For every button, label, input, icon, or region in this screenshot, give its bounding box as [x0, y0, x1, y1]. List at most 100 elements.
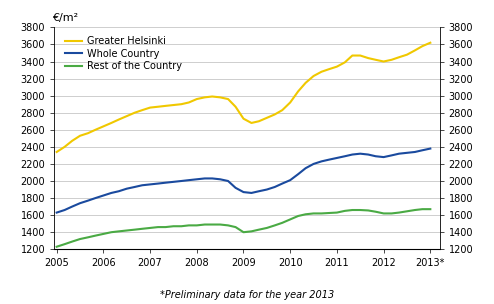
- Rest of the Country: [155, 225, 161, 229]
- Rest of the Country: [92, 234, 98, 237]
- Whole Country: [62, 208, 68, 212]
- Whole Country: [389, 154, 395, 157]
- Rest of the Country: [372, 210, 378, 213]
- Whole Country: [139, 183, 145, 187]
- Whole Country: [217, 178, 223, 181]
- Greater Helsinki: [116, 118, 122, 121]
- Whole Country: [124, 187, 130, 191]
- Line: Greater Helsinki: Greater Helsinki: [57, 43, 430, 152]
- Greater Helsinki: [209, 95, 215, 98]
- Greater Helsinki: [334, 65, 340, 68]
- Rest of the Country: [217, 223, 223, 226]
- Whole Country: [381, 155, 387, 159]
- Rest of the Country: [170, 224, 176, 228]
- Greater Helsinki: [217, 95, 223, 99]
- Rest of the Country: [241, 230, 247, 234]
- Whole Country: [342, 154, 348, 158]
- Rest of the Country: [342, 209, 348, 213]
- Greater Helsinki: [419, 44, 425, 48]
- Whole Country: [264, 188, 270, 191]
- Greater Helsinki: [225, 97, 231, 101]
- Rest of the Country: [404, 209, 410, 213]
- Whole Country: [147, 183, 153, 186]
- Whole Country: [85, 199, 91, 202]
- Rest of the Country: [295, 214, 301, 218]
- Greater Helsinki: [178, 102, 184, 106]
- Greater Helsinki: [404, 53, 410, 57]
- Rest of the Country: [116, 230, 122, 233]
- Whole Country: [155, 182, 161, 185]
- Greater Helsinki: [342, 60, 348, 64]
- Greater Helsinki: [396, 55, 402, 59]
- Rest of the Country: [326, 211, 332, 215]
- Whole Country: [116, 189, 122, 193]
- Rest of the Country: [396, 211, 402, 214]
- Whole Country: [194, 178, 200, 181]
- Whole Country: [349, 153, 355, 156]
- Greater Helsinki: [124, 114, 130, 118]
- Greater Helsinki: [155, 105, 161, 109]
- Whole Country: [248, 191, 254, 195]
- Greater Helsinki: [233, 105, 239, 109]
- Rest of the Country: [54, 245, 60, 249]
- Rest of the Country: [287, 218, 293, 221]
- Rest of the Country: [357, 208, 363, 212]
- Greater Helsinki: [427, 41, 433, 45]
- Rest of the Country: [412, 208, 418, 212]
- Rest of the Country: [349, 208, 355, 212]
- Greater Helsinki: [241, 117, 247, 120]
- Rest of the Country: [209, 223, 215, 226]
- Rest of the Country: [248, 230, 254, 233]
- Whole Country: [279, 182, 285, 185]
- Rest of the Country: [279, 221, 285, 225]
- Rest of the Country: [124, 229, 130, 232]
- Rest of the Country: [163, 225, 168, 229]
- Whole Country: [170, 180, 176, 184]
- Greater Helsinki: [108, 121, 114, 125]
- Whole Country: [186, 178, 192, 182]
- Rest of the Country: [85, 236, 91, 239]
- Whole Country: [163, 181, 168, 185]
- Rest of the Country: [225, 223, 231, 227]
- Greater Helsinki: [54, 150, 60, 154]
- Whole Country: [287, 178, 293, 182]
- Whole Country: [334, 156, 340, 160]
- Rest of the Country: [132, 228, 138, 231]
- Greater Helsinki: [326, 67, 332, 71]
- Greater Helsinki: [264, 116, 270, 120]
- Greater Helsinki: [248, 121, 254, 125]
- Whole Country: [357, 152, 363, 156]
- Greater Helsinki: [85, 131, 91, 135]
- Rest of the Country: [233, 225, 239, 229]
- Text: *Preliminary data for the year 2013: *Preliminary data for the year 2013: [160, 290, 334, 300]
- Greater Helsinki: [170, 103, 176, 107]
- Whole Country: [256, 189, 262, 193]
- Rest of the Country: [272, 223, 278, 227]
- Greater Helsinki: [303, 81, 309, 85]
- Rest of the Country: [100, 232, 106, 236]
- Greater Helsinki: [69, 139, 75, 143]
- Whole Country: [92, 196, 98, 200]
- Whole Country: [326, 158, 332, 161]
- Whole Country: [77, 201, 83, 205]
- Whole Country: [419, 148, 425, 152]
- Whole Country: [404, 151, 410, 155]
- Rest of the Country: [186, 223, 192, 227]
- Greater Helsinki: [381, 60, 387, 63]
- Whole Country: [272, 185, 278, 189]
- Rest of the Country: [77, 237, 83, 241]
- Legend: Greater Helsinki, Whole Country, Rest of the Country: Greater Helsinki, Whole Country, Rest of…: [63, 34, 184, 73]
- Whole Country: [303, 166, 309, 170]
- Whole Country: [202, 177, 207, 180]
- Rest of the Country: [427, 207, 433, 211]
- Greater Helsinki: [311, 74, 317, 78]
- Rest of the Country: [303, 212, 309, 216]
- Greater Helsinki: [349, 54, 355, 57]
- Greater Helsinki: [77, 134, 83, 138]
- Whole Country: [319, 160, 325, 163]
- Rest of the Country: [256, 228, 262, 231]
- Rest of the Country: [202, 223, 207, 226]
- Whole Country: [372, 154, 378, 158]
- Whole Country: [108, 191, 114, 195]
- Text: €/m²: €/m²: [52, 13, 79, 23]
